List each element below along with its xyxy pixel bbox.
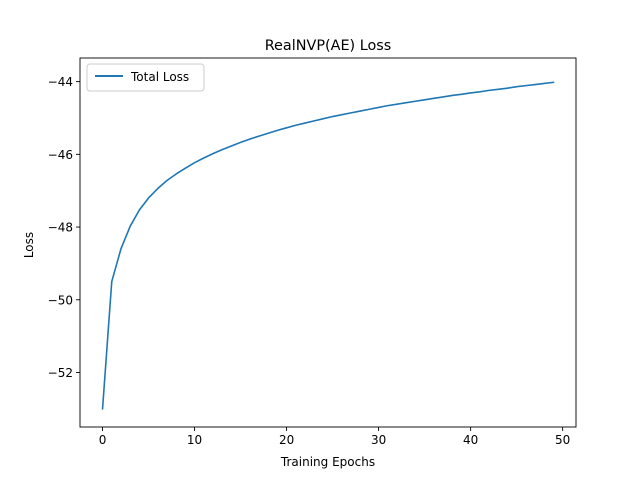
legend-box	[86, 63, 205, 92]
plot-area	[101, 81, 555, 410]
axes: 0 10 20 30 40 50 −52 −50 −48 −46 −44	[48, 57, 577, 447]
x-tick-label: 40	[463, 433, 478, 447]
y-tick-label: −46	[48, 148, 73, 162]
x-axis-label: Training Epochs	[280, 455, 375, 469]
y-tick-label: −44	[48, 75, 73, 89]
x-tick-label: 30	[371, 433, 386, 447]
y-tick-label: −52	[48, 366, 73, 380]
y-tick-label: −48	[48, 221, 73, 235]
legend-label-total-loss: Total Loss	[130, 70, 189, 84]
y-axis-label: Loss	[22, 232, 36, 258]
legend: Total Loss	[86, 63, 205, 92]
x-tick-label: 50	[555, 433, 570, 447]
x-tick-label: 10	[187, 433, 202, 447]
x-tick-label: 20	[279, 433, 294, 447]
series-line-total-loss	[101, 81, 555, 410]
x-tick-label: 0	[99, 433, 107, 447]
chart-title: RealNVP(AE) Loss	[265, 38, 392, 54]
axes-frame	[79, 57, 577, 428]
y-tick-label: −50	[48, 293, 73, 307]
